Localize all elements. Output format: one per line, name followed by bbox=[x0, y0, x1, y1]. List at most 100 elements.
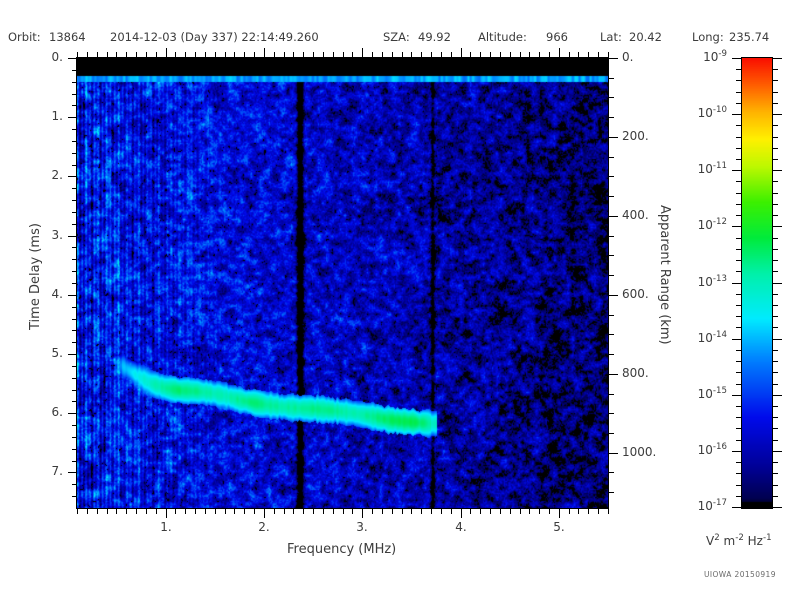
x-tick-top bbox=[382, 52, 383, 57]
colorbar-tick-minor bbox=[736, 372, 742, 373]
x-tick-top bbox=[87, 52, 88, 57]
y-tick-minor-right bbox=[609, 236, 614, 237]
x-tick-top bbox=[343, 52, 344, 57]
y-tick-label-left: 7. bbox=[51, 464, 63, 478]
x-tick-top bbox=[421, 52, 422, 57]
x-tick-top bbox=[116, 52, 117, 57]
x-tick-top bbox=[500, 52, 501, 57]
x-tick-minor bbox=[382, 509, 383, 514]
x-tick-top bbox=[549, 52, 550, 57]
colorbar-tick-minor bbox=[736, 406, 742, 407]
x-tick-minor bbox=[431, 509, 432, 514]
credit-footer: UIOWA 20150919 bbox=[704, 570, 776, 579]
colorbar-tick-minor bbox=[772, 103, 778, 104]
x-tick-top bbox=[215, 52, 216, 57]
colorbar-tick-minor bbox=[736, 125, 742, 126]
y-tick-minor-right bbox=[609, 413, 614, 414]
colorbar-tick-minor bbox=[736, 249, 742, 250]
y-tick-major-left bbox=[68, 413, 77, 414]
y-tick-minor-right bbox=[609, 394, 614, 395]
x-tick-minor bbox=[569, 509, 570, 514]
colorbar-tick-minor bbox=[736, 327, 742, 328]
colorbar-tick-minor bbox=[772, 69, 778, 70]
y-tick-minor-left bbox=[72, 165, 77, 166]
colorbar-tick-minor bbox=[772, 92, 778, 93]
x-tick-label: 2. bbox=[258, 520, 270, 534]
colorbar-tick-minor bbox=[736, 361, 742, 362]
x-tick-minor bbox=[520, 509, 521, 514]
y-tick-label-right: 0. bbox=[622, 50, 634, 64]
x-tick-minor bbox=[185, 509, 186, 514]
colorbar-tick-major bbox=[772, 114, 782, 115]
colorbar-tick-minor bbox=[736, 271, 742, 272]
y-tick-minor-left bbox=[72, 307, 77, 308]
x-tick-top bbox=[284, 52, 285, 57]
metadata-header: Orbit: 13864 2014-12-03 (Day 337) 22:14:… bbox=[0, 30, 800, 48]
x-tick-minor bbox=[107, 509, 108, 514]
colorbar-tick-minor bbox=[772, 260, 778, 261]
y-tick-minor-left bbox=[72, 342, 77, 343]
colorbar-tick-minor bbox=[772, 204, 778, 205]
x-tick-major bbox=[362, 509, 363, 518]
colorbar-tick-minor bbox=[736, 350, 742, 351]
colorbar-tick-minor bbox=[736, 417, 742, 418]
lat-label: Lat: bbox=[600, 30, 622, 44]
colorbar-tick-minor bbox=[736, 473, 742, 474]
x-tick-top bbox=[333, 52, 334, 57]
colorbar-tick-minor bbox=[772, 361, 778, 362]
colorbar-tick-minor bbox=[772, 417, 778, 418]
y-tick-label-right: 600. bbox=[622, 287, 649, 301]
y-tick-minor-left bbox=[72, 484, 77, 485]
colorbar-tick-minor bbox=[772, 372, 778, 373]
x-tick-top bbox=[372, 52, 373, 57]
x-tick-top bbox=[441, 52, 442, 57]
x-tick-top bbox=[244, 52, 245, 57]
colorbar-canvas bbox=[742, 58, 772, 508]
colorbar-tick-minor bbox=[736, 462, 742, 463]
sza-value: 49.92 bbox=[418, 30, 451, 44]
y-tick-minor-right bbox=[609, 433, 614, 434]
x-tick-minor bbox=[500, 509, 501, 514]
x-tick-minor bbox=[343, 509, 344, 514]
colorbar-tick-major bbox=[772, 451, 782, 452]
x-tick-minor bbox=[480, 509, 481, 514]
colorbar-tick-minor bbox=[772, 496, 778, 497]
x-tick-top bbox=[490, 52, 491, 57]
ionogram-plot-area bbox=[76, 57, 609, 509]
y-tick-minor-left bbox=[72, 105, 77, 106]
x-tick-minor bbox=[244, 509, 245, 514]
x-tick-label: 1. bbox=[160, 520, 172, 534]
colorbar-tick-label: 10-17 bbox=[697, 498, 727, 513]
colorbar-tick-minor bbox=[772, 80, 778, 81]
y-tick-minor-right bbox=[609, 196, 614, 197]
y-tick-major-left bbox=[68, 354, 77, 355]
colorbar-tick-minor bbox=[772, 159, 778, 160]
y-tick-minor-left bbox=[72, 271, 77, 272]
colorbar-tick-minor bbox=[736, 159, 742, 160]
x-tick-minor bbox=[146, 509, 147, 514]
x-tick-top bbox=[598, 52, 599, 57]
x-tick-minor bbox=[136, 509, 137, 514]
colorbar-tick-minor bbox=[772, 473, 778, 474]
x-tick-major bbox=[461, 509, 462, 518]
colorbar-tick-minor bbox=[772, 125, 778, 126]
x-tick-minor bbox=[303, 509, 304, 514]
y-tick-minor-right bbox=[609, 157, 614, 158]
x-tick-minor bbox=[234, 509, 235, 514]
y-tick-minor-right bbox=[609, 354, 614, 355]
colorbar-tick-minor bbox=[736, 294, 742, 295]
x-tick-top bbox=[225, 52, 226, 57]
y-tick-minor-right bbox=[609, 78, 614, 79]
colorbar bbox=[741, 57, 773, 509]
colorbar-tick-major bbox=[772, 58, 782, 59]
x-tick-top bbox=[578, 52, 579, 57]
y-tick-major-right bbox=[609, 453, 618, 454]
orbit-label: Orbit: bbox=[8, 30, 41, 44]
x-tick-minor bbox=[588, 509, 589, 514]
x-tick-top bbox=[588, 52, 589, 57]
y-tick-major-right bbox=[609, 216, 618, 217]
colorbar-tick-major bbox=[732, 507, 742, 508]
lat-value: 20.42 bbox=[629, 30, 662, 44]
x-tick-minor bbox=[421, 509, 422, 514]
